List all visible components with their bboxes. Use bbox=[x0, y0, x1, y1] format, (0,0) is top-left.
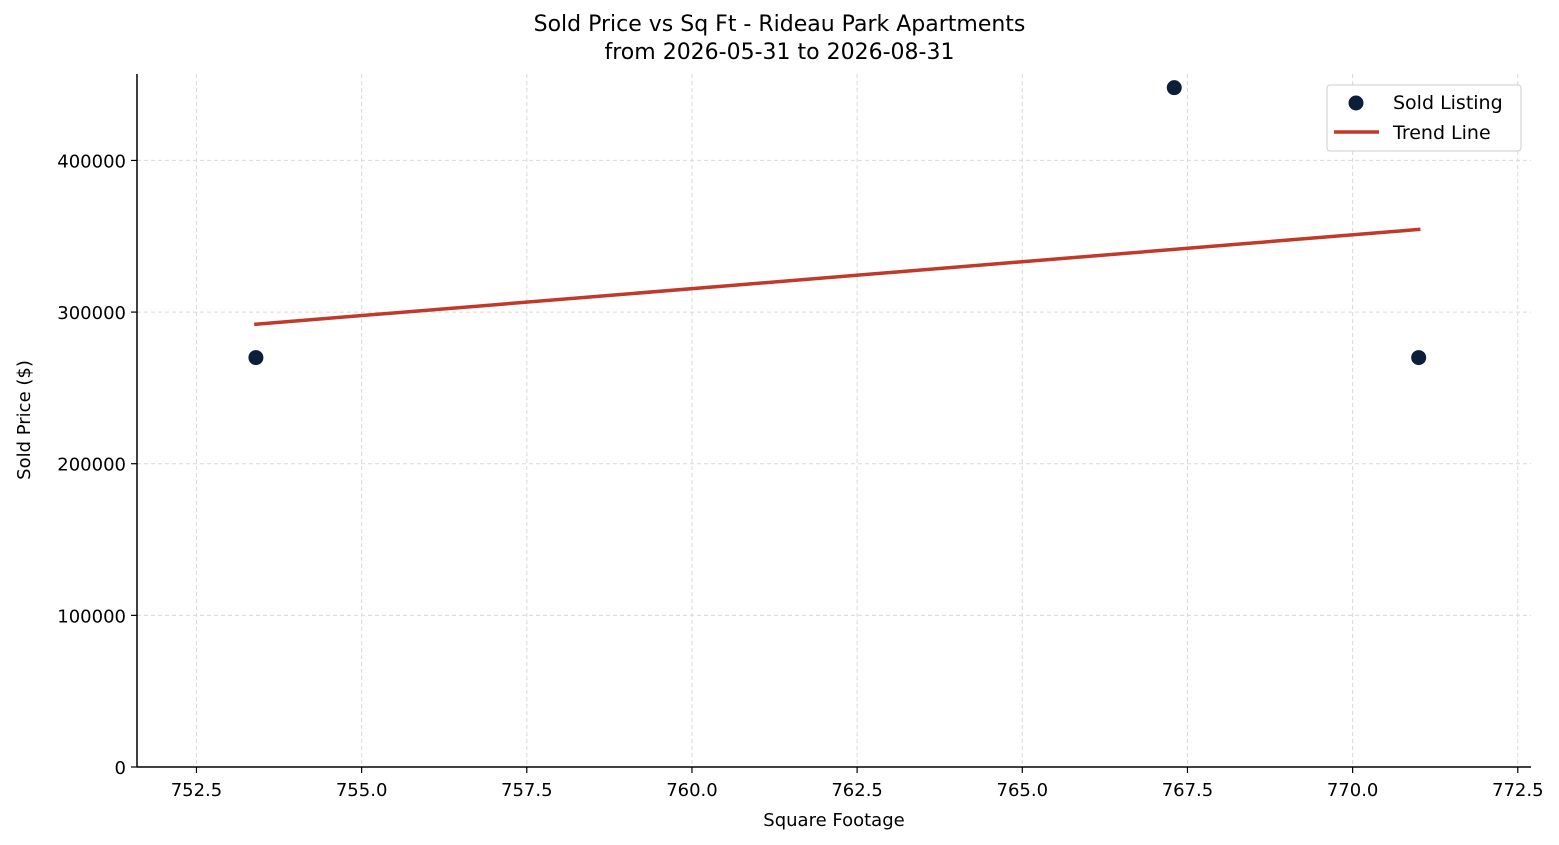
axes bbox=[136, 74, 1531, 768]
y-tick-label: 0 bbox=[115, 758, 126, 779]
data-point bbox=[1411, 350, 1427, 366]
data-point bbox=[1166, 80, 1182, 96]
y-tick-label: 200000 bbox=[57, 455, 126, 476]
x-tick-label: 767.5 bbox=[1162, 780, 1214, 801]
y-tick-label: 400000 bbox=[57, 151, 126, 172]
y-tick-label: 100000 bbox=[57, 606, 126, 627]
x-axis-label: Square Footage bbox=[763, 810, 904, 831]
x-tick-label: 770.0 bbox=[1327, 780, 1379, 801]
data-point bbox=[248, 350, 264, 366]
trend-line bbox=[254, 227, 1421, 327]
x-tick-label: 755.0 bbox=[336, 780, 388, 801]
legend-label-trend-line: Trend Line bbox=[1392, 122, 1491, 144]
x-tick-label: 762.5 bbox=[831, 780, 883, 801]
x-tick-label: 752.5 bbox=[171, 780, 223, 801]
legend-box bbox=[1326, 84, 1522, 152]
y-tick-label: 300000 bbox=[57, 303, 126, 324]
x-tick-label: 772.5 bbox=[1492, 780, 1544, 801]
legend: Sold Listing Trend Line bbox=[1326, 84, 1522, 152]
chart-subtitle: from 2026-05-31 to 2026-08-31 bbox=[604, 40, 955, 65]
y-axis-label: Sold Price ($) bbox=[14, 360, 35, 480]
series bbox=[248, 80, 1427, 366]
legend-marker-sold-listing bbox=[1348, 95, 1364, 111]
x-tick-label: 760.0 bbox=[666, 780, 718, 801]
chart-title: Sold Price vs Sq Ft - Rideau Park Apartm… bbox=[533, 12, 1026, 37]
x-tick-label: 765.0 bbox=[997, 780, 1049, 801]
ticks: 752.5 755.0 757.5 760.0 762.5 765.0 767.5 770.0… bbox=[57, 151, 1543, 801]
legend-label-sold-listing: Sold Listing bbox=[1393, 92, 1503, 114]
grid bbox=[137, 74, 1531, 767]
x-tick-label: 757.5 bbox=[501, 780, 553, 801]
